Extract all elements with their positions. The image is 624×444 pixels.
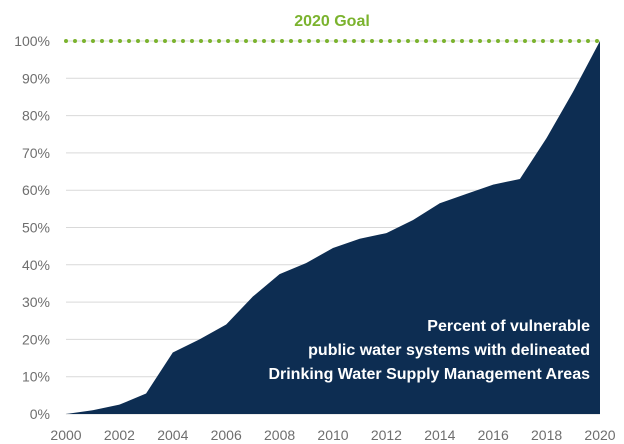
y-tick-label: 90% [22, 70, 50, 86]
x-tick-label: 2018 [531, 427, 562, 443]
x-tick-label: 2014 [424, 427, 455, 443]
y-tick-label: 100% [14, 33, 50, 49]
y-tick-label: 70% [22, 145, 50, 161]
x-axis-ticks: 2000 2002 2004 2006 2008 2010 2012 2014 2016 2018… [50, 427, 615, 443]
x-tick-label: 2020 [584, 427, 615, 443]
x-tick-label: 2006 [211, 427, 242, 443]
area-fill [66, 41, 600, 414]
y-tick-label: 40% [22, 257, 50, 273]
x-tick-label: 2010 [317, 427, 348, 443]
x-tick-label: 2016 [478, 427, 509, 443]
annotation-line-1: Percent of vulnerable [427, 318, 590, 335]
y-tick-label: 10% [22, 369, 50, 385]
goal-label: 2020 Goal [294, 13, 370, 30]
y-tick-label: 60% [22, 182, 50, 198]
annotation-line-2: public water systems with delineated [308, 342, 590, 359]
y-tick-label: 0% [30, 406, 50, 422]
y-tick-label: 80% [22, 108, 50, 124]
area-annotation: Percent of vulnerable public water syste… [268, 318, 590, 383]
y-axis-ticks: 0% 10% 20% 30% 40% 50% 60% 70% 80% 90% 100% [14, 33, 50, 422]
y-tick-label: 50% [22, 220, 50, 236]
x-tick-label: 2008 [264, 427, 295, 443]
x-tick-label: 2012 [371, 427, 402, 443]
y-tick-label: 30% [22, 294, 50, 310]
x-tick-label: 2000 [50, 427, 81, 443]
annotation-line-3: Drinking Water Supply Management Areas [268, 366, 590, 383]
x-tick-label: 2004 [157, 427, 188, 443]
y-tick-label: 20% [22, 331, 50, 347]
x-tick-label: 2002 [104, 427, 135, 443]
area-series [65, 40, 601, 415]
